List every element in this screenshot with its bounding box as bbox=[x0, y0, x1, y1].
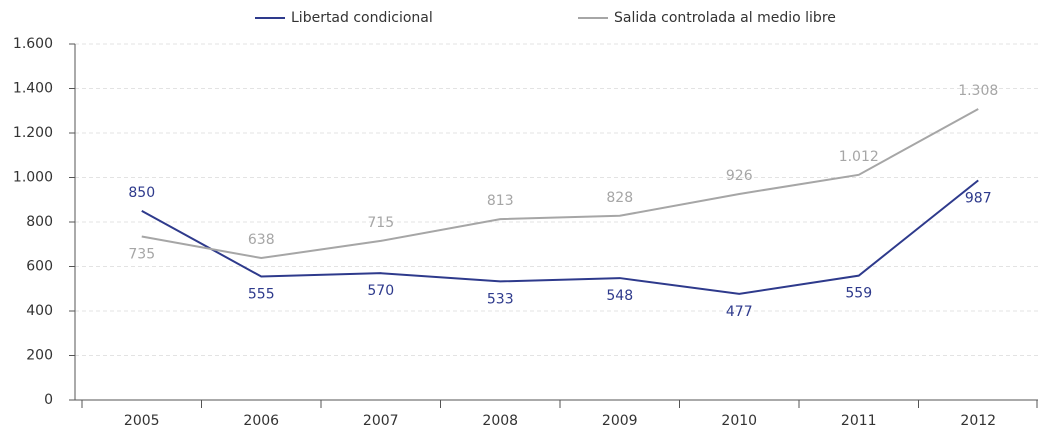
value-label: 828 bbox=[606, 190, 633, 206]
line bbox=[141, 108, 979, 260]
y-tick-label: 800 bbox=[26, 214, 53, 230]
value-label: 533 bbox=[487, 291, 514, 307]
value-label: 850 bbox=[128, 185, 155, 201]
x-tick-label: 2007 bbox=[363, 413, 399, 429]
x-tick-label: 2008 bbox=[482, 413, 518, 429]
legend-label: Salida controlada al medio libre bbox=[614, 10, 836, 26]
y-tick-label: 1.400 bbox=[13, 81, 53, 97]
y-tick-label: 200 bbox=[26, 348, 53, 364]
x-tick-label: 2006 bbox=[243, 413, 279, 429]
value-label: 477 bbox=[726, 304, 753, 320]
value-label: 570 bbox=[367, 283, 394, 299]
value-label: 548 bbox=[606, 288, 633, 304]
x-tick-label: 2012 bbox=[960, 413, 996, 429]
x-tick-label: 2010 bbox=[721, 413, 757, 429]
value-label: 555 bbox=[248, 287, 275, 303]
x-tick-label: 2011 bbox=[841, 413, 877, 429]
value-label: 987 bbox=[965, 190, 992, 206]
x-tick-label: 2005 bbox=[124, 413, 160, 429]
x-tick-label: 2009 bbox=[602, 413, 638, 429]
value-label: 715 bbox=[367, 215, 394, 231]
value-label: 1.012 bbox=[839, 149, 879, 165]
y-tick-label: 600 bbox=[26, 259, 53, 275]
line bbox=[141, 179, 979, 295]
y-tick-label: 1.200 bbox=[13, 125, 53, 141]
value-label: 638 bbox=[248, 232, 275, 248]
value-label: 926 bbox=[726, 168, 753, 184]
value-label: 1.308 bbox=[958, 83, 998, 99]
y-tick-label: 0 bbox=[44, 392, 53, 408]
value-label: 735 bbox=[128, 246, 155, 262]
legend-label: Libertad condicional bbox=[291, 10, 433, 26]
value-label: 559 bbox=[845, 286, 872, 302]
y-tick-label: 1.000 bbox=[13, 170, 53, 186]
y-tick-label: 1.600 bbox=[13, 36, 53, 52]
value-label: 813 bbox=[487, 193, 514, 209]
y-tick-label: 400 bbox=[26, 303, 53, 319]
